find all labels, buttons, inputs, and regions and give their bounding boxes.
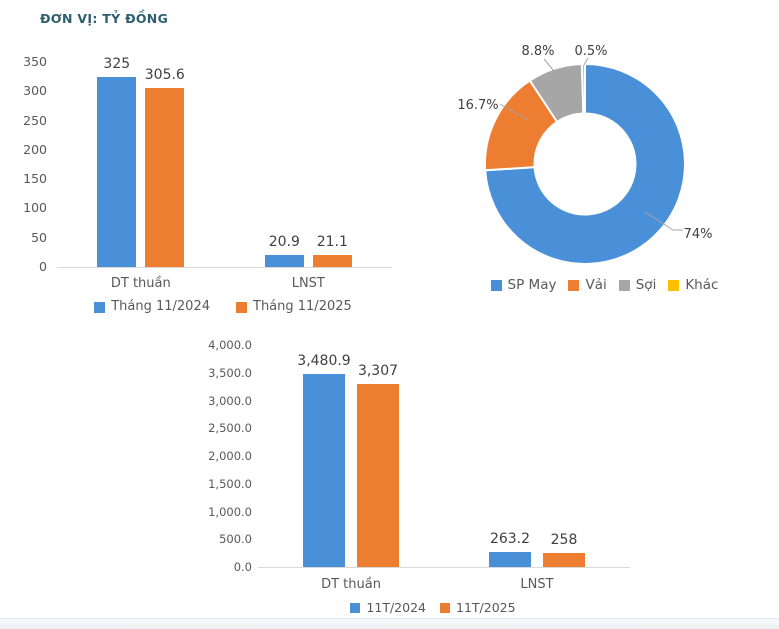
bottom-edge-strip	[0, 618, 779, 629]
legend-swatch-icon	[94, 301, 106, 313]
y-axis-tick-label: 0	[39, 259, 47, 274]
y-axis-tick-label: 300	[23, 83, 47, 98]
bar-value-label: 325	[103, 55, 131, 72]
bar-value-label: 3,307	[357, 362, 399, 379]
bar-value-label: 263.2	[489, 531, 531, 548]
bar-value-label: 305.6	[144, 67, 185, 83]
legend-swatch-icon	[618, 279, 630, 291]
legend-item: Vải	[568, 277, 607, 293]
category-label: LNST	[291, 276, 325, 291]
bar-series1-cat2	[264, 254, 304, 267]
bar-value-label: 20.9	[268, 233, 300, 250]
legend-swatch-icon	[350, 603, 361, 613]
y-axis-tick-label: 350	[23, 54, 47, 69]
bar-series1-cat1	[303, 373, 345, 567]
donut-plot: 74% 16.7% 8.8% 0.5%	[457, 44, 713, 265]
donut-percent-label: 74%	[684, 227, 713, 242]
donut-slice-1	[484, 62, 686, 265]
y-axis-tick-label: 3,000.0	[208, 394, 252, 408]
y-axis-tick-label: 250	[23, 113, 47, 128]
x-axis-line	[258, 567, 630, 568]
revenue-structure-donut-chart: 74% 16.7% 8.8% 0.5% SP May Vải Sợi Khác	[430, 30, 779, 302]
y-axis-tick-label: 0.0	[233, 560, 252, 574]
category-label: DT thuần	[321, 577, 381, 592]
legend-category-label: Khác	[685, 277, 719, 293]
donut-legend: SP May Vải Sợi Khác	[430, 278, 779, 292]
unit-label: ĐƠN VỊ: TỶ ĐỒNG	[40, 11, 169, 26]
category-label: DT thuần	[110, 276, 171, 291]
y-axis-tick-label: 200	[23, 142, 47, 157]
legend-item: Tháng 11/2025	[236, 300, 352, 314]
label-leader-line	[499, 103, 529, 121]
donut-percent-label: 0.5%	[574, 44, 607, 59]
chart-legend: 11T/2024 11T/2025	[233, 601, 633, 615]
y-axis-tick-label: 1,500.0	[208, 477, 252, 491]
monthly-comparison-bar-chart: 0 50 100 150 200 250 300 350 325 305.6 DT thuần 20.…	[0, 40, 420, 330]
bar-series2-cat1	[357, 383, 399, 567]
bar-series2-cat2	[543, 552, 585, 567]
legend-item: Tháng 11/2024	[94, 300, 210, 314]
legend-series-label: 11T/2025	[456, 600, 516, 615]
legend-category-label: Vải	[585, 277, 607, 293]
y-axis-tick-label: 100	[23, 200, 47, 215]
bar-value-label: 3,480.9	[297, 352, 351, 369]
bar-value-label: 21.1	[316, 233, 348, 250]
donut-percent-label: 16.7%	[457, 98, 498, 113]
chart-legend: Tháng 11/2024 Tháng 11/2025	[23, 300, 423, 314]
legend-category-label: Sợi	[635, 277, 657, 293]
y-axis-tick-label: 2,500.0	[208, 421, 252, 435]
y-axis-tick-label: 1,000.0	[208, 505, 252, 519]
bar-value-label: 258	[550, 531, 578, 548]
y-axis-tick-label: 3,500.0	[208, 366, 252, 380]
bar-series2-cat2	[312, 254, 352, 267]
label-leader-line	[543, 58, 559, 77]
label-leader-line	[583, 57, 589, 66]
legend-item: SP May	[490, 277, 557, 293]
legend-item: Khác	[668, 278, 718, 292]
y-axis-tick-label: 500.0	[219, 532, 252, 546]
y-axis-tick-label: 150	[23, 171, 47, 186]
donut-slice-4	[580, 62, 586, 115]
category-label: LNST	[520, 577, 554, 592]
legend-swatch-icon	[568, 279, 580, 291]
legend-swatch-icon	[236, 301, 247, 313]
legend-category-label: SP May	[507, 277, 557, 293]
y-axis-tick-label: 4,000.0	[208, 338, 252, 352]
bar-series2-cat1	[145, 88, 185, 267]
donut-percent-label: 8.8%	[521, 44, 554, 59]
bar-series1-cat2	[489, 552, 531, 567]
legend-series-label: Tháng 11/2024	[111, 299, 210, 314]
legend-item: Sợi	[618, 277, 657, 293]
y-axis-tick-label: 50	[31, 230, 47, 245]
legend-item: 11T/2025	[440, 601, 516, 615]
legend-swatch-icon	[668, 279, 680, 291]
legend-series-label: Tháng 11/2025	[253, 299, 352, 314]
ytd-comparison-bar-chart: 0.0 500.0 1,000.0 1,500.0 2,000.0 2,500.0 3,00…	[185, 335, 665, 625]
bar-series1-cat1	[97, 76, 137, 267]
legend-item: 11T/2024	[350, 601, 426, 615]
label-leader-line	[644, 211, 683, 231]
legend-swatch-icon	[490, 279, 502, 291]
legend-swatch-icon	[440, 603, 450, 613]
legend-series-label: 11T/2024	[366, 600, 426, 615]
x-axis-line	[57, 267, 392, 268]
y-axis-tick-label: 2,000.0	[208, 449, 252, 463]
